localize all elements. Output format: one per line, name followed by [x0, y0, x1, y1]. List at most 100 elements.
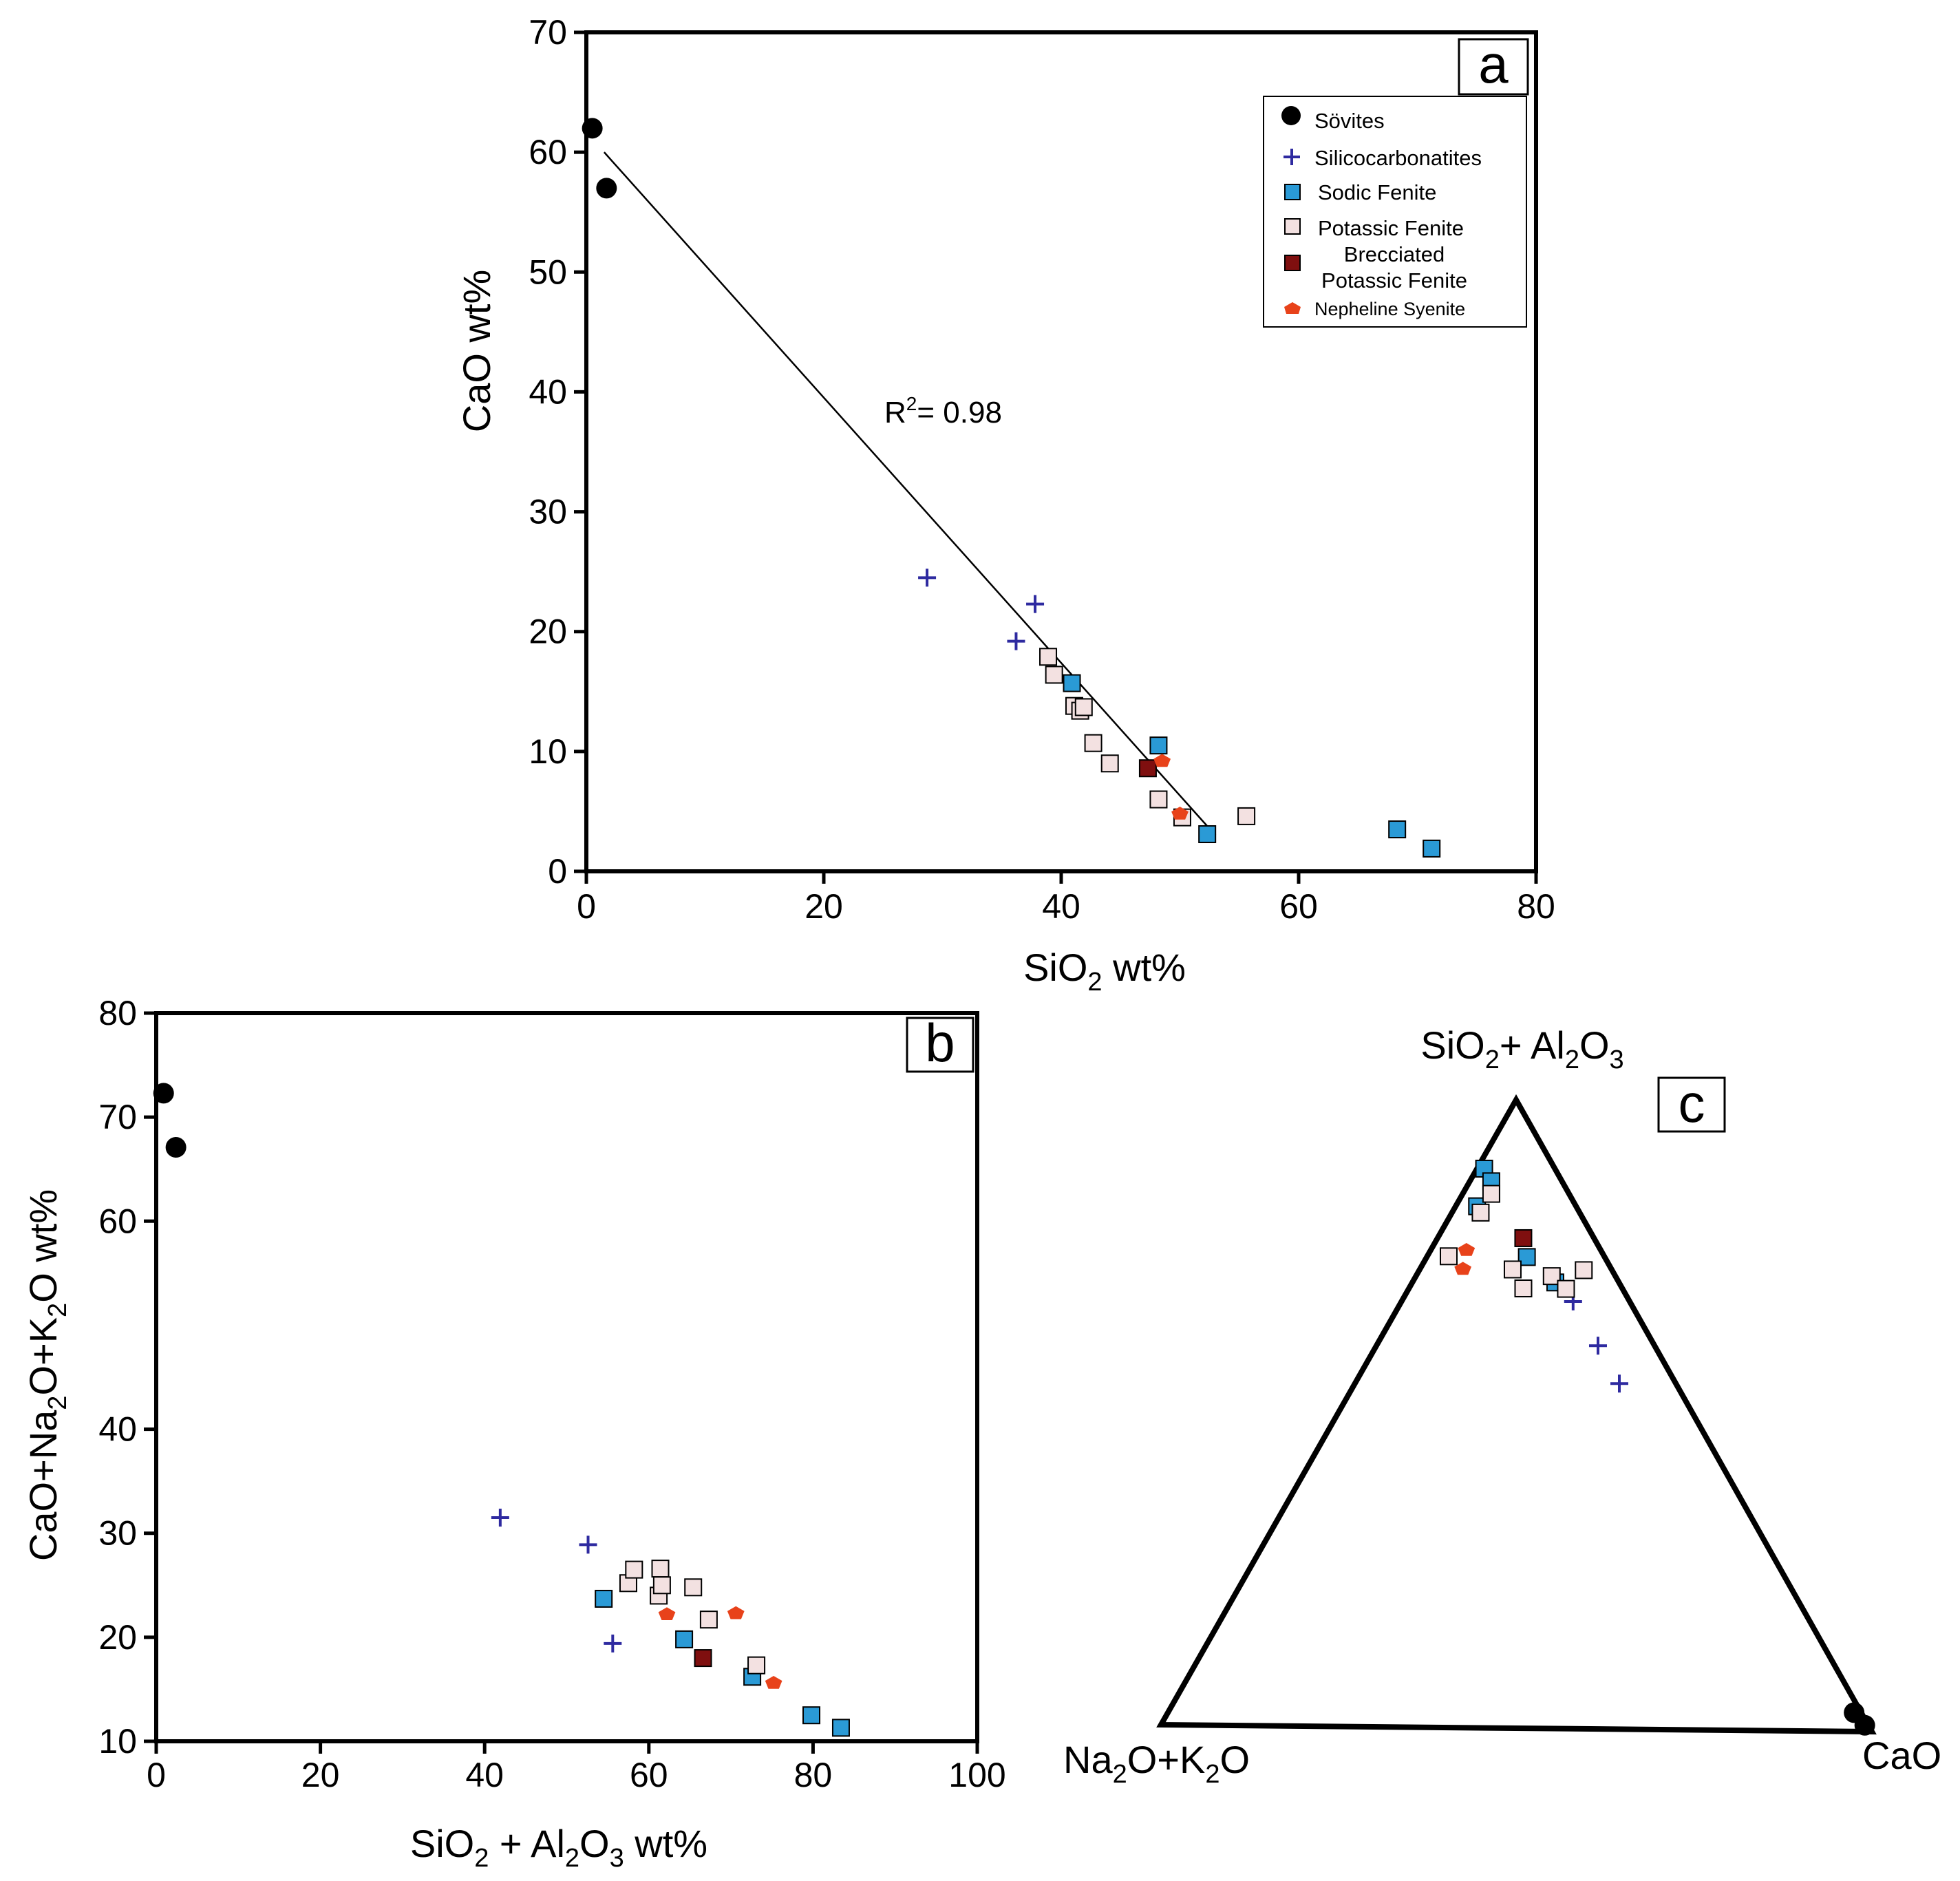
x-tick-label: 80: [794, 1756, 833, 1794]
panel-b-x-label: SiO2 + Al2O3 wt%: [410, 1822, 707, 1873]
nepheline-syenite-point: [1454, 1262, 1471, 1275]
sodic-fenite-point: [1388, 820, 1407, 839]
legend-potassic-fenite-label: Potassic Fenite: [1318, 216, 1464, 240]
panel-a-y-label: CaO wt%: [455, 270, 498, 433]
silicocarbonatites-point: [491, 1509, 509, 1527]
panel-a-tick-labels: 0 20 40 60 80 0 10 20 30 40 50 60 70: [529, 13, 1555, 926]
ternary-apex-top: SiO2+ Al2O3: [1420, 1023, 1623, 1074]
y-tick-label: 20: [529, 613, 567, 651]
legend-brecciated-marker: [1284, 255, 1301, 271]
potassic-fenite-point: [1084, 734, 1102, 752]
panel-a-x-label: SiO2 wt%: [1023, 946, 1186, 997]
sodic-fenite-point: [831, 1719, 850, 1737]
legend-sodic-fenite-label: Sodic Fenite: [1318, 180, 1436, 204]
x-tick-label: 40: [1042, 887, 1080, 926]
panel-a-ticks: [574, 30, 1538, 884]
y-tick-label: 0: [548, 852, 567, 891]
sodic-fenite-point: [675, 1630, 694, 1648]
s-vites-point: [596, 178, 617, 199]
potassic-fenite-point: [1237, 807, 1256, 825]
x-tick-label: 0: [147, 1756, 166, 1794]
legend-sovites-label: Sövites: [1314, 109, 1385, 133]
y-tick-label: 20: [98, 1618, 137, 1657]
panel-b: 0 20 40 60 80 100 10 20 30 40 60 70 80 b SiO2 + Al2O…: [21, 994, 1006, 1873]
potassic-fenite-point: [1039, 648, 1058, 666]
sodic-fenite-point: [595, 1589, 613, 1608]
nepheline-syenite-point: [765, 1676, 782, 1689]
silicocarbonatites-point: [1007, 632, 1025, 650]
x-tick-label: 20: [301, 1756, 340, 1794]
potassic-fenite-point: [684, 1578, 703, 1597]
panel-b-letter: b: [925, 1012, 955, 1073]
legend-box: [1263, 96, 1527, 328]
potassic-fenite-point: [1149, 790, 1168, 809]
y-tick-label: 60: [529, 133, 567, 171]
y-tick-label: 40: [529, 372, 567, 411]
panel-a-trendline: [603, 151, 1217, 836]
panel-a-points: [582, 118, 1441, 858]
y-tick-label: 80: [98, 994, 137, 1032]
legend-sodic-fenite-marker: [1284, 184, 1301, 200]
y-tick-label: 70: [529, 13, 567, 52]
panel-c: c SiO2+ Al2O3 Na2O+K2O CaO: [1063, 1023, 1941, 1789]
panel-c-letter-box: [1657, 1076, 1726, 1133]
silicocarbonatites-point: [579, 1535, 597, 1554]
sodic-fenite-point: [1149, 736, 1168, 755]
y-tick-label: 10: [529, 732, 567, 771]
panel-b-tick-labels: 0 20 40 60 80 100 10 20 30 40 60 70 80: [98, 994, 1005, 1794]
panel-b-ticks: [144, 1011, 979, 1754]
potassic-fenite-point: [625, 1560, 643, 1579]
panel-a: 0 20 40 60 80 0 10 20 30 40 50 60 70 a R2= 0.98 SiO2…: [455, 13, 1555, 997]
legend-silicocarbonatites-label: Silicocarbonatites: [1314, 146, 1482, 170]
s-vites-point: [153, 1083, 174, 1104]
potassic-fenite-point: [1557, 1279, 1575, 1298]
silicocarbonatites-point: [918, 568, 937, 587]
s-vites-point: [165, 1136, 187, 1158]
legend-brecciated-label-1: Brecciated: [1344, 242, 1445, 266]
x-tick-label: 60: [630, 1756, 668, 1794]
y-tick-label: 10: [98, 1722, 137, 1761]
panel-a-letter: a: [1478, 34, 1509, 94]
y-tick-label: 60: [98, 1202, 137, 1240]
x-tick-label: 0: [577, 887, 596, 926]
potassic-fenite-point: [1575, 1261, 1593, 1279]
potassic-fenite-point: [699, 1611, 718, 1629]
legend-silicocarbonatites-marker: [1283, 149, 1300, 165]
y-tick-label: 30: [98, 1514, 137, 1553]
nepheline-syenite-point: [1458, 1243, 1476, 1256]
potassic-fenite-point: [1045, 666, 1063, 684]
s-vites-point: [582, 118, 603, 139]
panel-b-points: [153, 1083, 850, 1737]
sodic-fenite-point: [802, 1706, 821, 1725]
panel-c-points: [1439, 1159, 1875, 1736]
nepheline-syenite-point: [1171, 807, 1189, 820]
sodic-fenite-point: [1198, 825, 1217, 844]
s-vites-point: [1854, 1714, 1875, 1736]
legend-nepheline-syenite-marker: [1284, 302, 1301, 314]
y-tick-label: 70: [98, 1098, 137, 1136]
r-squared-label: R2= 0.98: [884, 393, 1002, 429]
x-tick-label: 60: [1279, 887, 1318, 926]
legend-nepheline-syenite-label: Nepheline Syenite: [1314, 299, 1465, 319]
sodic-fenite-point: [1063, 674, 1081, 692]
y-tick-label: 40: [98, 1410, 137, 1449]
x-tick-label: 80: [1517, 887, 1555, 926]
brecciated-potassic-fenite-point: [1138, 759, 1157, 778]
potassic-fenite-point: [652, 1576, 671, 1595]
ternary-triangle: [1156, 1094, 1877, 1735]
panel-a-letter-box: [1458, 38, 1529, 96]
potassic-fenite-point: [1074, 698, 1093, 716]
panel-b-y-label: CaO+Na2O+K2O wt%: [21, 1189, 72, 1561]
legend-sovites-marker: [1281, 106, 1301, 125]
panel-b-letter-box: [906, 1017, 974, 1073]
potassic-fenite-point: [1471, 1203, 1490, 1222]
legend-brecciated-label-2: Potassic Fenite: [1321, 268, 1467, 293]
silicocarbonatites-point: [1610, 1374, 1629, 1393]
potassic-fenite-point: [747, 1656, 766, 1675]
y-tick-label: 30: [529, 493, 567, 531]
panel-c-letter: c: [1679, 1073, 1705, 1134]
potassic-fenite-point: [1100, 754, 1119, 773]
brecciated-potassic-fenite-point: [1514, 1229, 1533, 1247]
sodic-fenite-point: [1423, 839, 1441, 858]
